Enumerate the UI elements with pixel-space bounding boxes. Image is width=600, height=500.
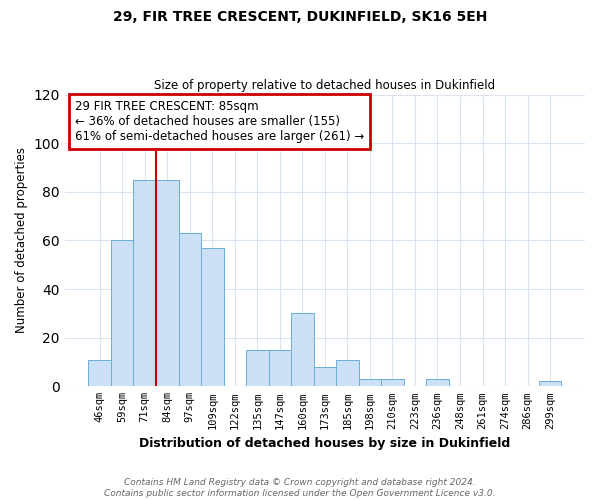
Text: 29, FIR TREE CRESCENT, DUKINFIELD, SK16 5EH: 29, FIR TREE CRESCENT, DUKINFIELD, SK16 … (113, 10, 487, 24)
Bar (269, 350, 291, 387)
Bar (246, 350, 269, 387)
Bar (201, 248, 224, 386)
Bar (381, 379, 404, 386)
Title: Size of property relative to detached houses in Dukinfield: Size of property relative to detached ho… (154, 79, 496, 92)
Bar (111, 240, 133, 386)
Bar (539, 382, 562, 386)
Bar (359, 379, 381, 386)
Text: 29 FIR TREE CRESCENT: 85sqm
← 36% of detached houses are smaller (155)
61% of se: 29 FIR TREE CRESCENT: 85sqm ← 36% of det… (75, 100, 364, 144)
Y-axis label: Number of detached properties: Number of detached properties (15, 148, 28, 334)
Text: Contains HM Land Registry data © Crown copyright and database right 2024.
Contai: Contains HM Land Registry data © Crown c… (104, 478, 496, 498)
Bar (133, 180, 156, 386)
Bar (314, 367, 336, 386)
Bar (336, 360, 359, 386)
Bar (156, 180, 179, 386)
Bar (291, 314, 314, 386)
Bar (426, 379, 449, 386)
X-axis label: Distribution of detached houses by size in Dukinfield: Distribution of detached houses by size … (139, 437, 511, 450)
Bar (179, 233, 201, 386)
Bar (88, 360, 111, 386)
